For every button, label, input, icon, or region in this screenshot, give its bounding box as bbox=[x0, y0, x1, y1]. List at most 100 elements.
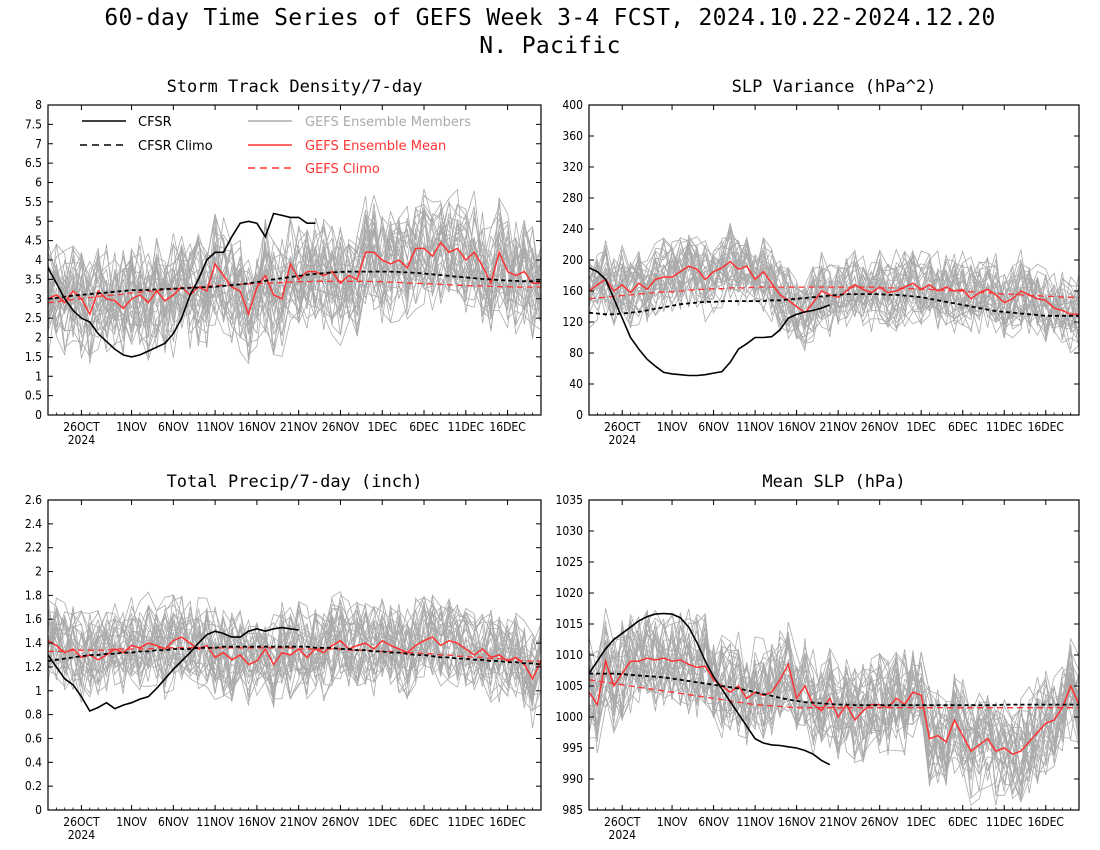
slp-variance-ytick-label: 200 bbox=[562, 253, 583, 267]
storm-track-xtick-label: 16NOV bbox=[238, 420, 276, 434]
storm-track-ytick-label: 3.5 bbox=[25, 272, 42, 286]
storm-track-xtick-label: 6NOV bbox=[158, 420, 189, 434]
total-precip-member-line bbox=[48, 602, 541, 695]
storm-track-ytick-label: 5.5 bbox=[25, 195, 42, 209]
figure-title: 60-day Time Series of GEFS Week 3-4 FCST… bbox=[0, 4, 1100, 60]
total-precip-member-line bbox=[48, 596, 541, 679]
mean-slp-member-line bbox=[589, 635, 1079, 800]
storm-track-xtick-label: 11NOV bbox=[196, 420, 234, 434]
total-precip-ytick-label: 0.8 bbox=[25, 708, 42, 722]
storm-track-member-line bbox=[48, 234, 541, 357]
total-precip-ytick-label: 1.8 bbox=[25, 588, 42, 602]
mean-slp-ytick-label: 1000 bbox=[556, 710, 584, 724]
total-precip-xtick-label: 1NOV bbox=[116, 815, 147, 829]
total-precip-title: Total Precip/7-day (inch) bbox=[167, 472, 423, 492]
legend-ens-mean-label: GEFS Ensemble Mean bbox=[305, 139, 446, 154]
storm-track-member-line bbox=[48, 211, 541, 338]
slp-variance-xtick-label: 21NOV bbox=[819, 420, 857, 434]
slp-variance-panel: SLP Variance (hPa^2) 0 40 80 120 160 200 240 280… bbox=[562, 77, 1080, 447]
storm-track-member-line bbox=[48, 190, 541, 327]
mean-slp-member-line bbox=[589, 635, 1079, 807]
storm-track-year-label: 2024 bbox=[68, 433, 96, 447]
mean-slp-member-line bbox=[589, 630, 1079, 799]
total-precip-ytick-label: 1.2 bbox=[25, 660, 42, 674]
storm-track-xtick-label: 1DEC bbox=[367, 420, 397, 434]
storm-track-xtick-label: 11DEC bbox=[448, 420, 484, 434]
mean-slp-gefs-climo-line bbox=[589, 679, 1079, 709]
mean-slp-xtick-label: 6NOV bbox=[698, 815, 729, 829]
total-precip-panel: Total Precip/7-day (inch)00.20.40.60.811… bbox=[25, 472, 542, 842]
mean-slp-xtick-label: 16DEC bbox=[1028, 815, 1064, 829]
storm-track-xtick-label: 26OCT bbox=[63, 420, 100, 434]
total-precip-cfsr-climo-line bbox=[48, 645, 541, 666]
slp-variance-xtick-label: 6DEC bbox=[948, 420, 978, 434]
slp-variance-member-line bbox=[589, 237, 1079, 327]
mean-slp-member-line bbox=[589, 611, 1079, 786]
total-precip-cfsr-line bbox=[48, 626, 299, 713]
slp-variance-xtick-label: 11NOV bbox=[736, 420, 774, 434]
storm-track-xtick-label: 26NOV bbox=[322, 420, 360, 434]
storm-track-title: Storm Track Density/7-day bbox=[167, 77, 423, 97]
slp-variance-ytick-label: 360 bbox=[562, 129, 583, 143]
slp-variance-plot-area bbox=[589, 223, 1079, 377]
storm-track-ytick-label: 4.5 bbox=[25, 234, 42, 248]
storm-track-panel: Storm Track Density/7-day 0 0.5 1 1.5 2 2.5 3 3.… bbox=[25, 77, 542, 447]
storm-track-ytick-label: 3 bbox=[35, 292, 42, 306]
storm-track-xtick-label: 21NOV bbox=[280, 420, 318, 434]
total-precip-xtick-label: 11NOV bbox=[196, 815, 234, 829]
mean-slp-ytick-label: 985 bbox=[562, 803, 583, 817]
total-precip-xtick-label: 26OCT bbox=[63, 815, 100, 829]
storm-track-ens-mean-line bbox=[48, 241, 541, 317]
slp-variance-ytick-label: 80 bbox=[569, 346, 583, 360]
storm-track-ytick-label: 0 bbox=[35, 408, 42, 422]
mean-slp-plot-area bbox=[589, 608, 1079, 807]
slp-variance-ytick-label: 400 bbox=[562, 98, 583, 112]
storm-track-ytick-label: 2 bbox=[35, 331, 42, 345]
total-precip-member-line bbox=[48, 620, 541, 704]
slp-variance-ytick-label: 120 bbox=[562, 315, 583, 329]
total-precip-year-label: 2024 bbox=[68, 828, 96, 842]
storm-track-ytick-label: 6.5 bbox=[25, 156, 42, 170]
mean-slp-ens-mean-line bbox=[589, 657, 1079, 756]
mean-slp-cfsr-line bbox=[589, 612, 831, 766]
storm-track-xtick-label: 16DEC bbox=[489, 420, 525, 434]
storm-track-ytick-label: 6 bbox=[35, 176, 42, 190]
total-precip-xtick-label: 6DEC bbox=[409, 815, 439, 829]
slp-variance-xtick-label: 16NOV bbox=[778, 420, 816, 434]
legend-members-label: GEFS Ensemble Members bbox=[305, 115, 471, 130]
storm-track-member-line bbox=[48, 233, 541, 350]
storm-track-cfsr-climo-line bbox=[48, 270, 541, 300]
mean-slp-members bbox=[589, 608, 1079, 807]
total-precip-xtick-label: 21NOV bbox=[280, 815, 318, 829]
mean-slp-ytick-label: 1010 bbox=[556, 648, 584, 662]
storm-track-ytick-label: 0.5 bbox=[25, 389, 42, 403]
storm-track-ytick-label: 5 bbox=[35, 214, 42, 228]
total-precip-ytick-label: 2 bbox=[35, 565, 42, 579]
slp-variance-xtick-label: 16DEC bbox=[1028, 420, 1064, 434]
slp-variance-member-line bbox=[589, 246, 1079, 344]
mean-slp-member-line bbox=[589, 625, 1079, 781]
slp-variance-xtick-label: 26NOV bbox=[861, 420, 899, 434]
total-precip-xtick-label: 16DEC bbox=[489, 815, 525, 829]
total-precip-ytick-label: 0 bbox=[35, 803, 42, 817]
total-precip-ytick-label: 0.6 bbox=[25, 731, 42, 745]
mean-slp-member-line bbox=[589, 629, 1079, 786]
slp-variance-member-line bbox=[589, 237, 1079, 328]
slp-variance-member-line bbox=[589, 248, 1079, 354]
storm-track-gefs-climo-line bbox=[48, 280, 541, 304]
total-precip-member-line bbox=[48, 610, 541, 702]
storm-track-plot-area bbox=[48, 188, 541, 365]
mean-slp-xtick-label: 11NOV bbox=[736, 815, 774, 829]
mean-slp-ytick-label: 1025 bbox=[556, 555, 583, 569]
storm-track-ytick-label: 8 bbox=[35, 98, 42, 112]
total-precip-gefs-climo-line bbox=[48, 647, 541, 662]
slp-variance-frame bbox=[588, 104, 1080, 416]
mean-slp-ytick-label: 1005 bbox=[556, 679, 583, 693]
total-precip-xtick-label: 1DEC bbox=[367, 815, 397, 829]
slp-variance-members bbox=[589, 223, 1079, 354]
slp-variance-xtick-label: 6NOV bbox=[698, 420, 729, 434]
total-precip-ytick-label: 2.4 bbox=[25, 517, 42, 531]
slp-variance-member-line bbox=[589, 251, 1079, 344]
mean-slp-xtick-label: 6DEC bbox=[948, 815, 978, 829]
